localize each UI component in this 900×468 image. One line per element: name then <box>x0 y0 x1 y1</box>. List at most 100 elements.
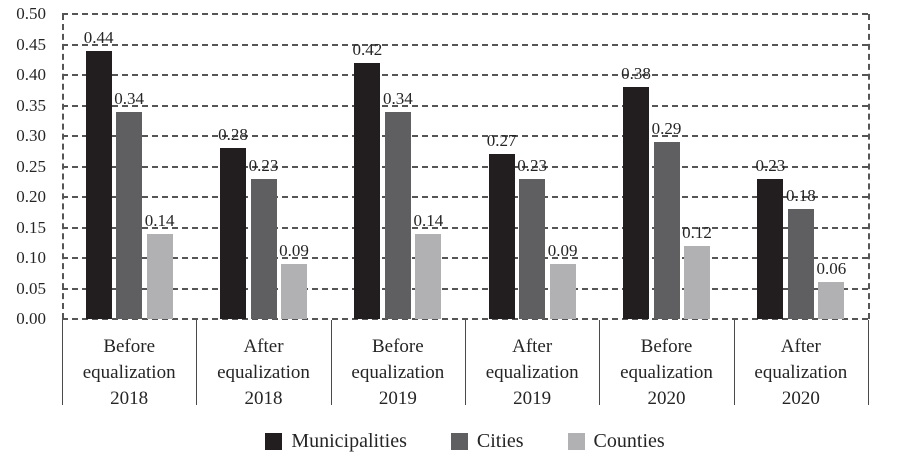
legend-swatch-icon <box>265 433 283 450</box>
bar-value-label: 0.44 <box>83 27 114 47</box>
bar-value-label: 0.12 <box>682 222 712 242</box>
bar-municipalities <box>623 87 649 319</box>
bar-value-label: 0.28 <box>218 125 248 145</box>
gridline <box>62 318 868 320</box>
bar-municipalities <box>488 154 515 319</box>
category-label-line: equalization <box>620 362 713 383</box>
bar-municipalities <box>757 178 784 319</box>
y-tick-label: 0.25 <box>16 156 46 176</box>
bar-value-label: 0.09 <box>547 241 578 261</box>
gridline <box>62 135 868 137</box>
category-label-line: 2020 <box>647 388 686 409</box>
bar-value-label: 0.42 <box>352 39 383 59</box>
gridline <box>62 257 868 259</box>
bar-municipalities <box>354 62 381 319</box>
y-tick-label: 0.40 <box>16 65 46 84</box>
bar-value-label: 0.23 <box>755 155 786 175</box>
category-label-line: 2020 <box>781 388 820 409</box>
category-separator <box>465 320 466 405</box>
bar-counties <box>549 264 576 319</box>
bar-value-label: 0.23 <box>248 155 279 175</box>
legend-swatch-icon <box>450 433 468 450</box>
y-tick-label: 0.50 <box>16 4 46 23</box>
bar-counties <box>281 264 307 319</box>
category-separator <box>868 320 869 405</box>
gridline <box>62 287 868 290</box>
category-label-line: After <box>780 336 821 357</box>
category-label-line: equalization <box>754 362 848 383</box>
legend-swatch-icon <box>567 433 585 450</box>
y-tick-label: 0.20 <box>16 187 46 206</box>
category-separator <box>733 320 735 405</box>
bar-counties <box>146 233 173 319</box>
category-separator <box>330 320 332 405</box>
bar-value-label: 0.34 <box>114 88 145 108</box>
category-label-line: 2018 <box>244 388 283 409</box>
bar-counties <box>415 233 442 319</box>
bar-value-label: 0.29 <box>651 119 682 139</box>
category-label-line: 2019 <box>378 388 417 409</box>
plot-right-border <box>868 14 870 319</box>
category-label-line: equalization <box>351 362 445 383</box>
category-label-line: Before <box>103 336 156 357</box>
legend-label: Cities <box>476 430 524 452</box>
legend-label: Counties <box>593 430 665 452</box>
y-tick-label: 0.15 <box>16 217 46 237</box>
category-separator <box>599 320 601 405</box>
category-label-line: equalization <box>217 362 310 383</box>
category-label-line: After <box>512 336 553 357</box>
y-axis-line <box>62 14 64 319</box>
bar-counties <box>818 282 845 319</box>
gridline <box>62 104 868 107</box>
category-label: After equalization 2019 <box>465 334 599 412</box>
bar-cities <box>787 209 814 319</box>
bar-cities <box>653 142 680 319</box>
y-tick-label: 0.35 <box>16 95 46 115</box>
category-label: Before equalization 2018 <box>62 334 196 412</box>
bar-value-label: 0.27 <box>486 131 517 151</box>
gridline <box>62 74 868 76</box>
y-tick-label: 0.05 <box>16 278 46 298</box>
bar-municipalities <box>85 50 112 319</box>
category-separator <box>62 320 63 405</box>
category-label: Before equalization 2020 <box>599 334 733 412</box>
category-label-line: equalization <box>485 362 579 383</box>
bar-cities <box>250 178 277 319</box>
category-label: After equalization 2018 <box>196 334 330 412</box>
y-tick-label: 0.30 <box>16 126 46 145</box>
legend-item-counties: Counties <box>567 430 665 453</box>
bar-value-label: 0.14 <box>144 210 175 230</box>
bar-value-label: 0.14 <box>413 210 444 230</box>
category-label: After equalization 2020 <box>734 334 868 412</box>
gridline <box>62 13 868 15</box>
y-tick-label: 0.00 <box>16 309 46 328</box>
bar-value-label: 0.23 <box>517 155 548 175</box>
bar-municipalities <box>220 148 246 319</box>
gridline <box>62 43 868 46</box>
category-label-line: equalization <box>82 362 176 383</box>
bar-value-label: 0.34 <box>382 88 413 108</box>
category-label-line: 2018 <box>110 388 149 409</box>
legend-item-cities: Cities <box>450 430 524 453</box>
y-tick-label: 0.10 <box>16 248 46 267</box>
gridline <box>62 196 868 198</box>
bar-cities <box>384 111 411 319</box>
bar-value-label: 0.09 <box>279 241 309 261</box>
bar-value-label: 0.06 <box>816 259 847 279</box>
gridline <box>62 226 868 229</box>
category-label-line: 2019 <box>513 388 552 409</box>
category-separator <box>196 320 198 405</box>
category-label-line: After <box>243 336 284 357</box>
category-label-line: Before <box>371 336 424 357</box>
category-label: Before equalization 2019 <box>331 334 465 412</box>
legend-item-municipalities: Municipalities <box>265 430 407 453</box>
gridline <box>62 165 868 168</box>
bar-counties <box>684 245 710 319</box>
bar-value-label: 0.38 <box>621 64 651 84</box>
category-label-line: Before <box>640 336 693 357</box>
bar-cities <box>116 111 143 319</box>
y-tick-label: 0.45 <box>16 34 46 54</box>
legend-label: Municipalities <box>291 430 407 452</box>
